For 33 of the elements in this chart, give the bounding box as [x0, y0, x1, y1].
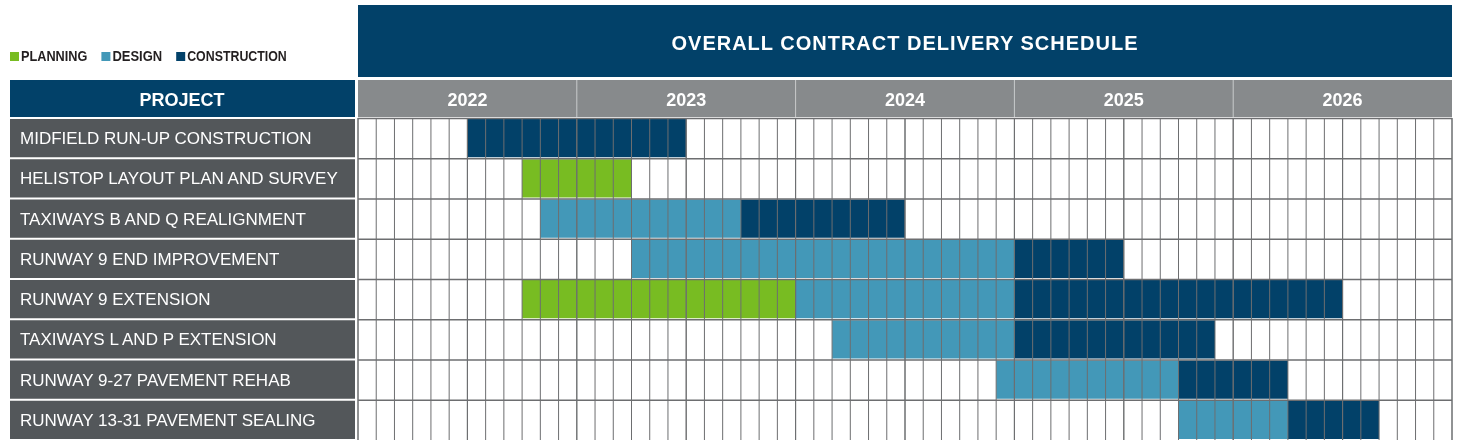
- y-tick-label: HELISTOP LAYOUT PLAN AND SURVEY: [20, 169, 338, 189]
- bar: [540, 199, 741, 238]
- bar: [631, 239, 1015, 278]
- bar: [795, 280, 1015, 319]
- bar: [522, 280, 796, 319]
- legend-label: DESIGN: [112, 47, 170, 64]
- y-tick-label: RUNWAY 13-31 PAVEMENT SEALING: [20, 410, 316, 430]
- legend-label: PLANNING: [21, 47, 100, 64]
- bar: [832, 320, 1015, 359]
- bar: [522, 159, 632, 198]
- y-axis-title: PROJECT: [139, 90, 225, 110]
- y-tick-label: RUNWAY 9 EXTENSION: [20, 290, 211, 310]
- y-tick-label: RUNWAY 9-27 PAVEMENT REHAB: [20, 370, 291, 390]
- x-tick-label: 2022: [447, 90, 488, 110]
- bar: [740, 199, 905, 238]
- bar: [1014, 239, 1124, 278]
- y-tick-label: RUNWAY 9 END IMPROVEMENT: [20, 249, 280, 269]
- x-tick-label: 2024: [884, 90, 926, 110]
- bar: [1014, 280, 1343, 319]
- chart-title: OVERALL CONTRACT DELIVERY SCHEDULE: [671, 32, 1139, 54]
- x-tick-label: 2026: [1322, 90, 1363, 110]
- bar: [1178, 400, 1288, 439]
- bar: [467, 119, 687, 158]
- y-tick-label: TAXIWAYS L AND P EXTENSION: [20, 330, 277, 350]
- bar: [1014, 320, 1216, 359]
- y-tick-label: MIDFIELD RUN-UP CONSTRUCTION: [20, 129, 312, 149]
- bar: [996, 360, 1179, 399]
- x-tick-label: 2025: [1103, 90, 1144, 110]
- y-tick-label: TAXIWAYS B AND Q REALIGNMENT: [20, 209, 306, 229]
- bar: [1178, 360, 1288, 399]
- x-tick-label: 2023: [666, 90, 707, 110]
- legend-label: CONSTRUCTION: [187, 47, 309, 64]
- bar: [1287, 400, 1380, 439]
